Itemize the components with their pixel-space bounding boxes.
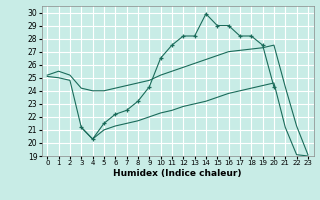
X-axis label: Humidex (Indice chaleur): Humidex (Indice chaleur)	[113, 169, 242, 178]
